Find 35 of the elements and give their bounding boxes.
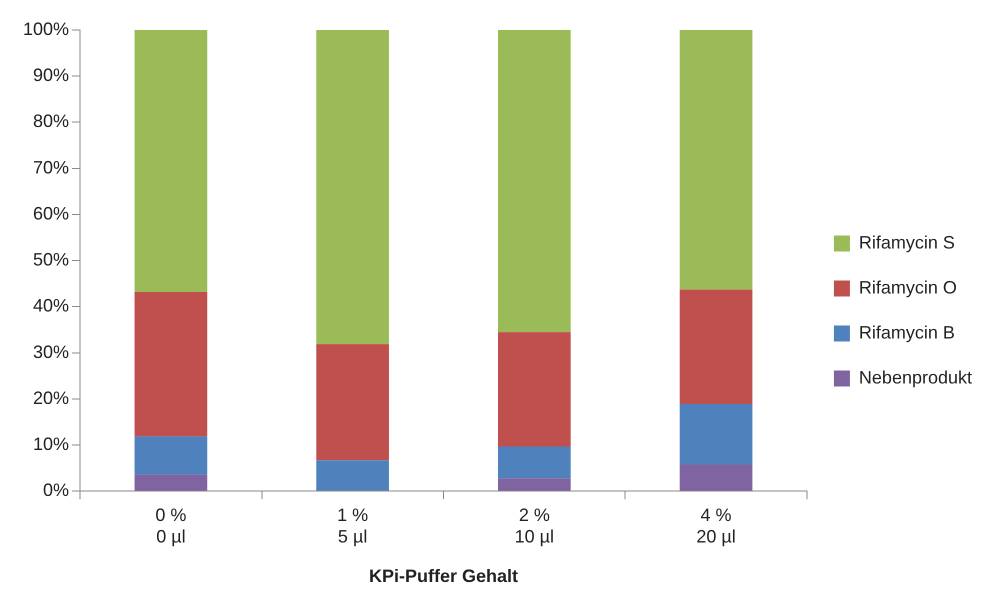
y-tick-label: 90%	[33, 65, 70, 86]
y-tick-label: 10%	[33, 434, 70, 454]
y-tick-label: 60%	[33, 203, 70, 224]
bar	[134, 474, 208, 491]
y-tick-label: 20%	[33, 388, 70, 408]
y-tick-label: 80%	[33, 111, 70, 132]
bar	[498, 30, 571, 332]
bar	[680, 464, 752, 491]
bar	[680, 290, 752, 404]
bar	[680, 404, 752, 464]
legend-label: Nebenprodukt	[858, 367, 972, 388]
bar	[134, 30, 208, 292]
legend-label: Rifamycin B	[858, 322, 955, 342]
y-tick-label: 0%	[43, 480, 70, 500]
x-tick-label: 0 % 0 µl	[155, 504, 186, 547]
bar	[498, 332, 571, 446]
bar	[316, 30, 389, 344]
legend-label: Rifamycin S	[858, 232, 955, 252]
x-tick-label: 2 % 10 µl	[514, 504, 554, 547]
y-tick-label: 40%	[33, 296, 70, 316]
x-tick-label: 4 % 20 µl	[696, 504, 736, 547]
y-tick-label: 50%	[33, 250, 70, 270]
y-tick-label: 30%	[33, 342, 70, 362]
x-tick-label: 1 % 5 µl	[337, 504, 368, 547]
y-tick-label: 70%	[33, 157, 70, 178]
y-tick-label: 100%	[22, 18, 70, 39]
bar	[498, 446, 571, 478]
x-axis-title: KPi-Puffer Gehalt	[368, 566, 518, 586]
bar	[498, 478, 571, 491]
bar	[134, 436, 208, 475]
bar	[134, 292, 208, 436]
bar	[680, 30, 752, 290]
legend-label: Rifamycin O	[858, 277, 957, 298]
bar	[316, 460, 389, 491]
bar	[316, 344, 389, 460]
